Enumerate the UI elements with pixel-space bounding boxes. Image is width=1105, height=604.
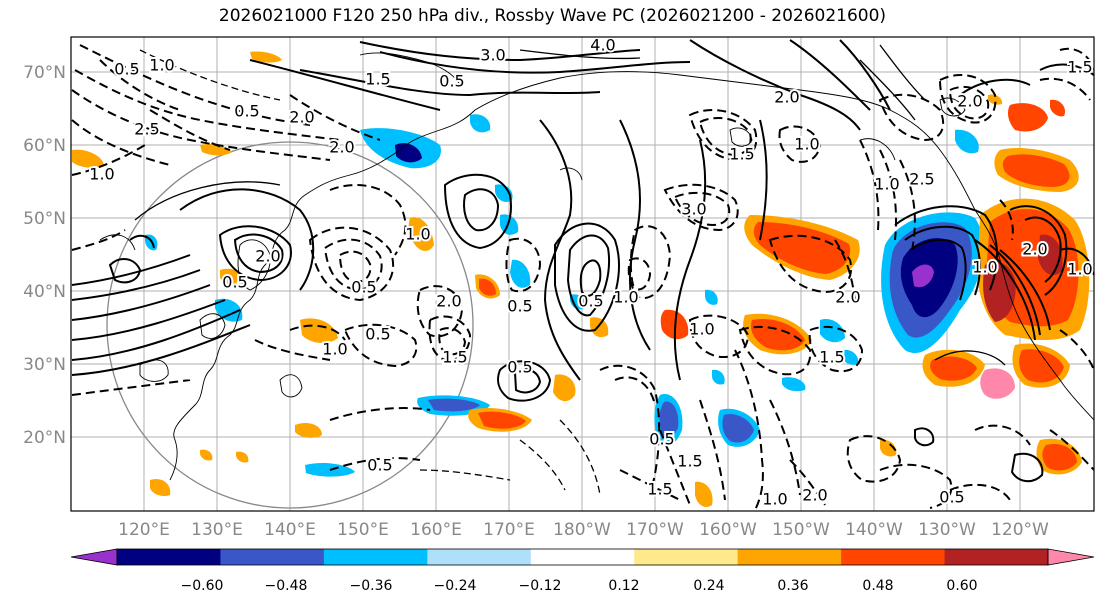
colorbar-label: 0.48 [862,578,893,594]
lon-label: 160°W [699,520,757,540]
lon-label: 130°W [918,520,976,540]
contour-label: 2.5 [134,120,159,139]
colorbar-swatch [737,549,842,565]
colorbar-label: −0.60 [181,578,224,594]
colorbar-swatch [841,549,946,565]
contour-label: 0.5 [507,358,532,377]
contour-label: 1.0 [972,258,997,277]
rossby-wave-contours [71,39,1094,511]
contour-label: 0.5 [234,102,259,121]
colorbar-swatch [530,549,635,565]
contour-label: 1.0 [874,175,899,194]
lon-label: 130°E [191,520,243,540]
contour-label: 2.0 [436,292,461,311]
lon-label: 140°E [264,520,316,540]
lat-label: 40°N [23,282,66,302]
contour-label: 2.0 [835,288,860,307]
lat-label: 30°N [23,355,66,375]
lon-label: 150°E [337,520,389,540]
contour-label: 3.0 [681,200,706,219]
colorbar-labels: −0.60 −0.48 −0.36 −0.24 −0.12 0.12 0.24 … [181,578,978,594]
colorbar-swatch [220,549,325,565]
contour-label: 0.5 [649,430,674,449]
colorbar-swatch [944,549,1049,565]
contour-label: 1.5 [729,145,754,164]
contour-label: 1.5 [1067,58,1092,77]
colorbar-label: 0.12 [608,578,639,594]
colorbar-label: −0.12 [519,578,562,594]
contour-label: 2.0 [329,138,354,157]
lon-label: 160°E [410,520,462,540]
contour-label: 0.5 [222,273,247,292]
coastlines [99,52,1094,481]
colorbar-swatch [427,549,532,565]
colorbar-swatch [117,549,221,565]
contour-label: 1.5 [677,452,702,471]
contour-label: 1.5 [647,480,672,499]
contour-label-group: 3.04.02.00.5 1.01.5 0.52.02.51.00.52.01.00… [87,36,1094,511]
contour-label: 1.0 [1067,260,1092,279]
contour-label: 0.5 [365,325,390,344]
lon-label: 170°W [626,520,684,540]
latitude-labels: 70°N 60°N 50°N 40°N 30°N 20°N [23,63,66,448]
longitude-labels: 120°E 130°E 140°E 150°E 160°E 170°E 180°… [118,520,1049,540]
contour-label: 0.5 [507,297,532,316]
contour-label: 1.0 [149,56,174,75]
contour-label: 1.0 [689,320,714,339]
colorbar-label: 0.60 [946,578,977,594]
colorbar-extend-min [70,548,118,566]
lon-label: 180°W [553,520,611,540]
colorbar-swatch [323,549,428,565]
colorbar-label: −0.36 [350,578,393,594]
colorbar-label: −0.24 [434,578,477,594]
lat-label: 60°N [23,136,66,156]
lon-label: 120°W [991,520,1049,540]
contour-label: 2.0 [1022,240,1047,259]
lon-label: 120°E [118,520,170,540]
contour-label: 1.5 [442,348,467,367]
colorbar-swatch [634,549,739,565]
colorbar [70,548,1095,566]
contour-label: 1.0 [405,225,430,244]
contour-label: 2.0 [774,88,799,107]
contour-label: 1.0 [89,165,114,184]
divergence-shading [72,51,1090,507]
contour-label: 0.5 [439,72,464,91]
reference-circle [106,141,474,509]
map-frame [70,36,1095,512]
contour-label: 2.0 [289,108,314,127]
contour-label: 2.0 [957,92,982,111]
colorbar-extend-max [1047,548,1095,566]
colorbar-border [116,548,1049,566]
contour-label: 1.5 [819,348,844,367]
contour-label: 0.5 [367,456,392,475]
lon-label: 140°W [845,520,903,540]
contour-label: 0.5 [114,60,139,79]
lon-label: 170°E [483,520,535,540]
contour-label: 1.0 [322,340,347,359]
contour-label: 4.0 [590,36,615,55]
colorbar-label: 0.24 [693,578,724,594]
contour-label: 3.0 [480,46,505,65]
lat-label: 50°N [23,209,66,229]
map-title: 2026021000 F120 250 hPa div., Rossby Wav… [218,6,887,26]
contour-label: 0.5 [351,278,376,297]
contour-label: 0.5 [939,488,964,507]
lat-label: 70°N [23,63,66,83]
lat-label: 20°N [23,428,66,448]
colorbar-label: 0.36 [777,578,808,594]
contour-label: 1.0 [762,490,787,509]
contour-label: 2.5 [909,170,934,189]
contour-label: 0.5 [578,292,603,311]
contour-label: 2.0 [802,486,827,505]
lon-label: 150°W [772,520,830,540]
contour-label: 1.0 [794,135,819,154]
contour-label: 2.0 [255,247,280,266]
contour-label: 1.5 [365,70,390,89]
colorbar-label: −0.48 [265,578,308,594]
contour-label: 1.0 [613,288,638,307]
